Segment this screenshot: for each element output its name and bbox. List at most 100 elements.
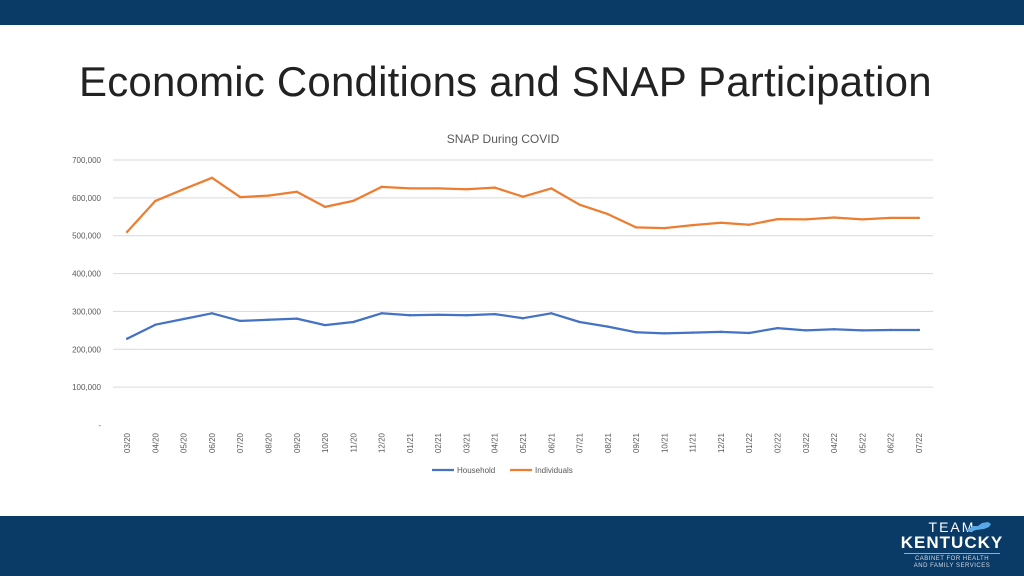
chart-title: SNAP During COVID bbox=[447, 132, 560, 146]
data-point-household bbox=[493, 312, 496, 316]
x-tick-label: 03/22 bbox=[802, 432, 811, 453]
data-point-household bbox=[125, 337, 129, 340]
data-point-household bbox=[408, 314, 412, 317]
data-point-individuals bbox=[267, 194, 270, 197]
data-point-individuals bbox=[380, 185, 383, 189]
x-tick-label: 02/21 bbox=[434, 432, 443, 453]
data-point-household bbox=[776, 326, 779, 330]
data-point-individuals bbox=[521, 195, 525, 198]
data-point-household bbox=[578, 320, 581, 324]
logo-services-text: AND FAMILY SERVICES bbox=[913, 563, 991, 569]
bottom-banner bbox=[0, 516, 1024, 576]
x-tick-label: 01/22 bbox=[745, 432, 754, 453]
data-point-individuals bbox=[889, 216, 892, 220]
x-tick-label: 06/20 bbox=[208, 432, 217, 453]
data-point-household bbox=[380, 312, 383, 315]
data-point-household bbox=[295, 317, 298, 320]
x-tick-label: 04/21 bbox=[491, 432, 500, 453]
y-tick-label: 400,000 bbox=[72, 270, 101, 279]
data-point-household bbox=[550, 312, 553, 315]
x-tick-label: 04/22 bbox=[830, 432, 839, 453]
x-tick-label: 09/20 bbox=[293, 432, 302, 453]
data-point-individuals bbox=[634, 226, 638, 229]
y-tick-label: 600,000 bbox=[72, 194, 101, 203]
y-tick-label: 300,000 bbox=[72, 307, 101, 316]
y-axis-ticks: - 100,000 200,000 300,000 400,000 500,000 600,… bbox=[72, 156, 101, 430]
data-point-individuals bbox=[804, 218, 807, 221]
data-point-individuals bbox=[776, 217, 779, 221]
x-tick-label: 08/21 bbox=[604, 432, 613, 453]
data-point-individuals bbox=[550, 187, 553, 190]
data-point-household bbox=[889, 328, 892, 332]
data-point-individuals bbox=[663, 226, 666, 230]
x-tick-label: 05/20 bbox=[180, 432, 189, 453]
data-point-household bbox=[634, 331, 638, 334]
data-point-individuals bbox=[691, 223, 694, 227]
x-tick-label: 02/22 bbox=[773, 432, 782, 453]
kentucky-state-icon bbox=[965, 522, 991, 532]
y-tick-label: - bbox=[98, 421, 101, 430]
x-tick-label: 11/21 bbox=[689, 432, 698, 452]
data-point-household bbox=[804, 329, 807, 332]
data-point-individuals bbox=[493, 186, 496, 189]
data-point-individuals bbox=[606, 212, 610, 216]
data-point-household bbox=[465, 314, 468, 317]
x-axis-ticks: 03/20 04/20 05/20 06/20 07/20 08/20 09/20 10/20… bbox=[123, 432, 924, 453]
x-tick-label: 09/21 bbox=[632, 432, 641, 453]
x-tick-label: 12/21 bbox=[717, 432, 726, 453]
data-point-household bbox=[832, 328, 836, 331]
data-point-individuals bbox=[832, 216, 836, 219]
data-point-individuals bbox=[210, 176, 214, 179]
data-point-individuals bbox=[917, 216, 921, 220]
data-point-household bbox=[691, 331, 694, 334]
data-point-individuals bbox=[748, 223, 751, 226]
x-tick-label: 11/20 bbox=[349, 432, 358, 452]
data-point-individuals bbox=[861, 218, 864, 221]
x-tick-label: 06/21 bbox=[547, 432, 556, 453]
legend: Household Individuals bbox=[432, 466, 573, 475]
data-point-household bbox=[239, 319, 242, 323]
data-point-individuals bbox=[323, 205, 327, 209]
data-point-household bbox=[210, 312, 214, 315]
x-tick-label: 07/22 bbox=[915, 432, 924, 453]
x-tick-label: 10/21 bbox=[660, 432, 669, 453]
data-point-individuals bbox=[465, 187, 468, 191]
data-point-individuals bbox=[182, 187, 185, 191]
x-tick-label: 04/20 bbox=[151, 432, 160, 453]
data-point-household bbox=[719, 330, 723, 334]
data-point-household bbox=[436, 313, 440, 317]
data-point-household bbox=[861, 329, 864, 332]
data-point-household bbox=[663, 332, 666, 335]
data-point-household bbox=[267, 318, 270, 321]
data-point-household bbox=[323, 323, 327, 327]
data-point-household bbox=[606, 325, 610, 328]
legend-label-household: Household bbox=[457, 466, 495, 475]
y-tick-label: 500,000 bbox=[72, 232, 101, 241]
x-tick-label: 07/21 bbox=[576, 432, 585, 453]
y-tick-label: 200,000 bbox=[72, 345, 101, 354]
x-tick-label: 05/21 bbox=[519, 432, 528, 453]
data-point-individuals bbox=[719, 221, 723, 225]
data-point-individuals bbox=[408, 187, 412, 190]
x-tick-label: 03/20 bbox=[123, 432, 132, 453]
data-point-household bbox=[748, 331, 751, 335]
team-kentucky-logo: TEAM KENTUCKY CABINET FOR HEALTH AND FAM… bbox=[896, 520, 1008, 574]
slide-title: Economic Conditions and SNAP Participati… bbox=[79, 58, 932, 105]
data-point-household bbox=[521, 317, 525, 320]
chart: SNAP During COVID - 100,000 200,000 300,000… bbox=[72, 132, 933, 475]
logo-team-text: TEAM bbox=[928, 519, 976, 535]
x-tick-label: 10/20 bbox=[321, 432, 330, 453]
x-tick-label: 07/20 bbox=[236, 432, 245, 453]
data-point-household bbox=[917, 328, 921, 332]
data-point-household bbox=[352, 320, 355, 324]
logo-kentucky-text: KENTUCKY bbox=[900, 533, 1004, 552]
data-point-individuals bbox=[352, 199, 355, 203]
data-point-individuals bbox=[125, 230, 129, 234]
series-line-individuals bbox=[125, 176, 921, 234]
logo-cabinet-text: CABINET FOR HEALTH bbox=[914, 556, 990, 562]
x-tick-label: 08/20 bbox=[265, 432, 274, 453]
data-point-household bbox=[182, 317, 185, 321]
data-point-household bbox=[154, 323, 157, 326]
top-banner bbox=[0, 0, 1024, 25]
y-tick-label: 700,000 bbox=[72, 156, 101, 165]
